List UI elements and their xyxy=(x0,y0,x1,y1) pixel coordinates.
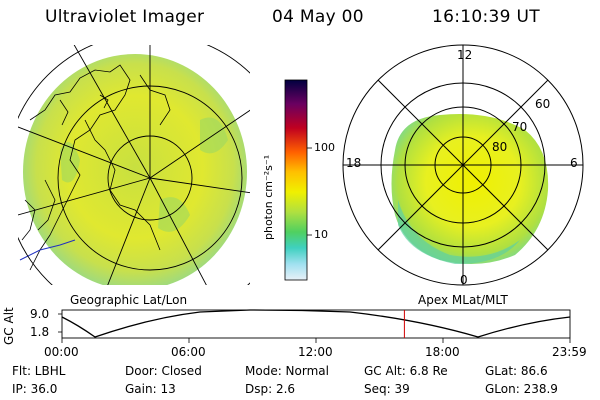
time-tick-0600: 06:00 xyxy=(171,345,206,359)
date-label: 04 May 00 xyxy=(272,7,364,27)
blue-coastline xyxy=(19,239,76,261)
dsp-status: Dsp: 2.6 xyxy=(245,382,296,396)
coastline-outline-2 xyxy=(21,94,109,241)
mlt-label-bottom: 0 xyxy=(460,273,468,287)
instrument-title: Ultraviolet Imager xyxy=(45,7,205,27)
time-tick-0000: 00:00 xyxy=(44,345,79,359)
time-tick-1200: 12:00 xyxy=(298,345,333,359)
mlt-label-right: 6 xyxy=(570,156,578,170)
mode-status: Mode: Normal xyxy=(245,364,329,378)
mlat-label-60: 60 xyxy=(535,97,551,111)
mlat-label-80: 80 xyxy=(492,140,508,154)
longitude-meridians xyxy=(18,45,250,285)
greenish-band-right xyxy=(398,200,520,265)
filter-status: Flt: LBHL xyxy=(12,364,66,378)
glon-status: GLon: 238.9 xyxy=(485,382,558,396)
greenish-patches-left xyxy=(60,117,228,232)
altitude-ytick-high: 9.0 xyxy=(30,307,50,321)
time-tick-2359: 23:59 xyxy=(552,345,587,359)
auroral-emission-left xyxy=(23,54,247,285)
colorbar-tick-100: 100 xyxy=(314,141,335,154)
altitude-strip-ticks xyxy=(58,313,571,343)
door-status: Door: Closed xyxy=(125,364,202,378)
colorbar-ticks xyxy=(307,147,312,236)
right-panel-caption: Apex MLat/MLT xyxy=(418,293,508,307)
colorbar-tick-10: 10 xyxy=(314,228,328,241)
gain-status: Gain: 13 xyxy=(125,382,176,396)
colorbar-unit-label: photon cm⁻²s⁻¹ xyxy=(262,154,275,240)
time-label: 16:10:39 UT xyxy=(432,7,540,27)
magnetic-grid xyxy=(342,44,584,286)
geographic-image xyxy=(18,45,250,285)
colorbar xyxy=(284,79,308,281)
mlt-label-left: 18 xyxy=(346,156,362,170)
left-panel-caption: Geographic Lat/Lon xyxy=(70,293,188,307)
altitude-ytick-low: 1.8 xyxy=(30,325,50,339)
magnetic-image xyxy=(391,114,549,265)
auroral-emission-right xyxy=(391,114,549,264)
altitude-curve xyxy=(61,309,571,338)
gc-alt-status: GC Alt: 6.8 Re xyxy=(364,364,448,378)
altitude-ylabel: GC Alt xyxy=(2,307,16,345)
mlat-label-70: 70 xyxy=(512,120,528,134)
time-tick-1800: 18:00 xyxy=(425,345,460,359)
glat-status: GLat: 86.6 xyxy=(485,364,548,378)
seq-status: Seq: 39 xyxy=(364,382,410,396)
ip-status: IP: 36.0 xyxy=(12,382,58,396)
mlt-label-top: 12 xyxy=(457,48,473,62)
